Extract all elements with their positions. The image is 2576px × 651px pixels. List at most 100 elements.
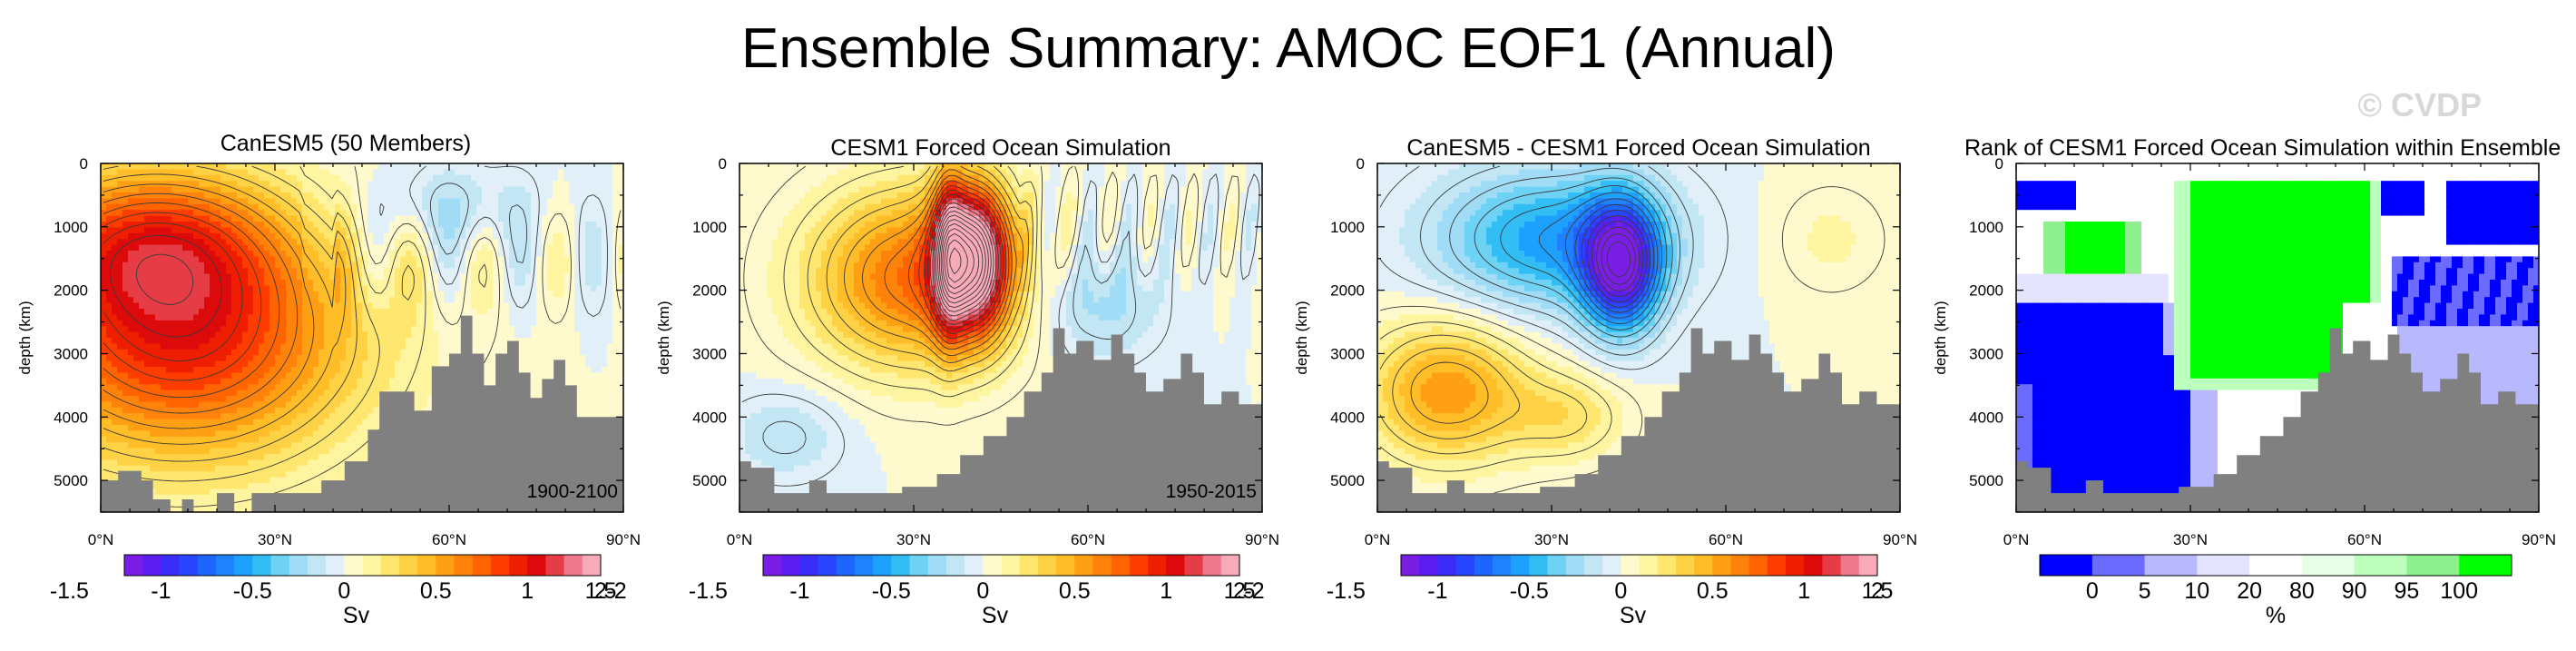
- colorbar-swatch: [1822, 555, 1842, 576]
- panel-1-period: 1900-2100: [527, 481, 618, 502]
- panel-2-xtick-label: 90°N: [1245, 531, 1279, 548]
- colorbar-swatch: [1202, 555, 1222, 576]
- panel-3-colorbar: -2 -1.5 -1 -0.5 0 0.5 1 1.52 Sv: [1244, 554, 1893, 628]
- colorbar-swatch: [965, 555, 984, 576]
- colorbar-label: -2: [606, 578, 626, 604]
- colorbar-label: 0.5: [420, 578, 452, 604]
- panel-2-xtick-label: 0°N: [727, 531, 753, 548]
- colorbar-swatch: [1511, 555, 1530, 576]
- panel-4-xtick-label: 60°N: [2347, 531, 2382, 548]
- colorbar-label: 2: [594, 578, 607, 604]
- panel-1: 0 1000 2000 3000 4000 5000 0°N 30°N 60°N 90°N dept…: [16, 131, 641, 628]
- colorbar-label: 0: [976, 578, 989, 604]
- panel-4-xtick-label: 90°N: [2522, 531, 2556, 548]
- panel-4-title: Rank of CESM1 Forced Ocean Simulation wi…: [1964, 135, 2561, 161]
- colorbar-swatch: [1166, 555, 1185, 576]
- colorbar-label: 80: [2289, 578, 2315, 604]
- colorbar-swatch: [472, 555, 492, 576]
- panel-3-xtick-label: 90°N: [1883, 531, 1917, 548]
- panel-2-xtick-label: 30°N: [896, 531, 931, 548]
- panel-4-ytick-label: 1000: [1969, 219, 2003, 236]
- colorbar-swatch: [179, 555, 199, 576]
- colorbar-swatch: [509, 555, 528, 576]
- colorbar-swatch: [1583, 555, 1603, 576]
- colorbar-swatch: [854, 555, 874, 576]
- colorbar-label: 0: [338, 578, 350, 604]
- colorbar-swatch: [1529, 555, 1548, 576]
- panel-1-land-mask: [101, 315, 623, 512]
- panel-1-ytick-label: 3000: [54, 345, 88, 362]
- panel-1-contour-lines: [103, 165, 622, 510]
- colorbar-swatch: [344, 555, 363, 576]
- colorbar-label: 1.5: [585, 578, 617, 604]
- panel-1-ytick-label: 4000: [54, 409, 88, 426]
- panel-4-ytick-label: 2000: [1969, 282, 2003, 300]
- panel-1-ticks: [100, 163, 624, 513]
- colorbar-unit: Sv: [982, 603, 1009, 628]
- panel-3-ticks: [1376, 163, 1901, 513]
- panel-3-contour-lines: [1379, 165, 1885, 500]
- panel-4-land-mask: [2016, 328, 2539, 512]
- panel-3-ytick-label: 0: [1357, 155, 1365, 173]
- colorbar-swatch: [818, 555, 837, 576]
- colorbar-swatch: [436, 555, 455, 576]
- colorbar-label: 90: [2342, 578, 2367, 604]
- panel-4-ytick-label: 3000: [1969, 345, 2003, 362]
- colorbar-unit: Sv: [343, 603, 370, 628]
- colorbar-swatch: [1639, 555, 1659, 576]
- colorbar-swatch: [2459, 555, 2512, 576]
- colorbar-swatch: [1712, 555, 1731, 576]
- panel-3-ylabel: depth (km): [1293, 301, 1310, 374]
- panel-2-period: 1950-2015: [1166, 481, 1257, 502]
- colorbar-swatch: [398, 555, 418, 576]
- figure-title: Ensemble Summary: AMOC EOF1 (Annual): [741, 17, 1836, 80]
- panel-3-ytick-label: 4000: [1330, 409, 1365, 426]
- colorbar-swatch: [2249, 555, 2303, 576]
- colorbar-label: 1.5: [1224, 578, 1256, 604]
- colorbar-swatch: [1621, 555, 1640, 576]
- colorbar-swatch: [1220, 555, 1240, 576]
- colorbar-swatch: [1437, 555, 1456, 576]
- colorbar-swatch: [1602, 555, 1621, 576]
- colorbar-swatch: [1111, 555, 1131, 576]
- panel-2-ticks: [739, 163, 1263, 513]
- panel-4-ytick-label: 0: [1995, 155, 2003, 173]
- panel-1-ytick-label: 2000: [54, 282, 88, 300]
- panel-2-title: CESM1 Forced Ocean Simulation: [830, 135, 1170, 161]
- colorbar-swatch: [289, 555, 309, 576]
- colorbar-swatch: [1455, 555, 1475, 576]
- colorbar-swatch: [909, 555, 929, 576]
- panel-3-contours: [1379, 165, 1885, 500]
- colorbar-swatch: [2354, 555, 2407, 576]
- panel-2-ytick-label: 2000: [692, 282, 727, 300]
- panel-2-ytick-label: 0: [719, 155, 727, 173]
- panel-2-ytick-label: 3000: [692, 345, 727, 362]
- colorbar-label: 2: [1871, 578, 1884, 604]
- colorbar-label: -1.5: [1327, 578, 1366, 604]
- watermark: © CVDP: [2357, 86, 2482, 123]
- colorbar-label: 0: [1614, 578, 1627, 604]
- panel-3-land-mask: [1377, 328, 1900, 512]
- colorbar-swatch: [1001, 555, 1021, 576]
- colorbar-swatch: [1858, 555, 1878, 576]
- colorbar-label: -2: [1244, 578, 1264, 604]
- colorbar-swatch: [1092, 555, 1112, 576]
- colorbar-swatch: [891, 555, 910, 576]
- panel-2-contours: [741, 165, 1260, 487]
- colorbar-swatch: [161, 555, 180, 576]
- colorbar-swatch: [2040, 555, 2093, 576]
- panel-1-ytick-label: 5000: [54, 472, 88, 489]
- colorbar-swatch: [2406, 555, 2460, 576]
- colorbar-swatch: [1675, 555, 1695, 576]
- panel-1-contours: [103, 165, 622, 510]
- colorbar-swatch: [1148, 555, 1167, 576]
- colorbar-swatch: [307, 555, 327, 576]
- colorbar-swatch: [1730, 555, 1750, 576]
- colorbar-label: 5: [2139, 578, 2151, 604]
- colorbar-swatch: [1037, 555, 1057, 576]
- panel-3-xtick-label: 0°N: [1365, 531, 1391, 548]
- colorbar-swatch: [983, 555, 1002, 576]
- colorbar-unit: %: [2266, 603, 2286, 628]
- colorbar-swatch: [1565, 555, 1585, 576]
